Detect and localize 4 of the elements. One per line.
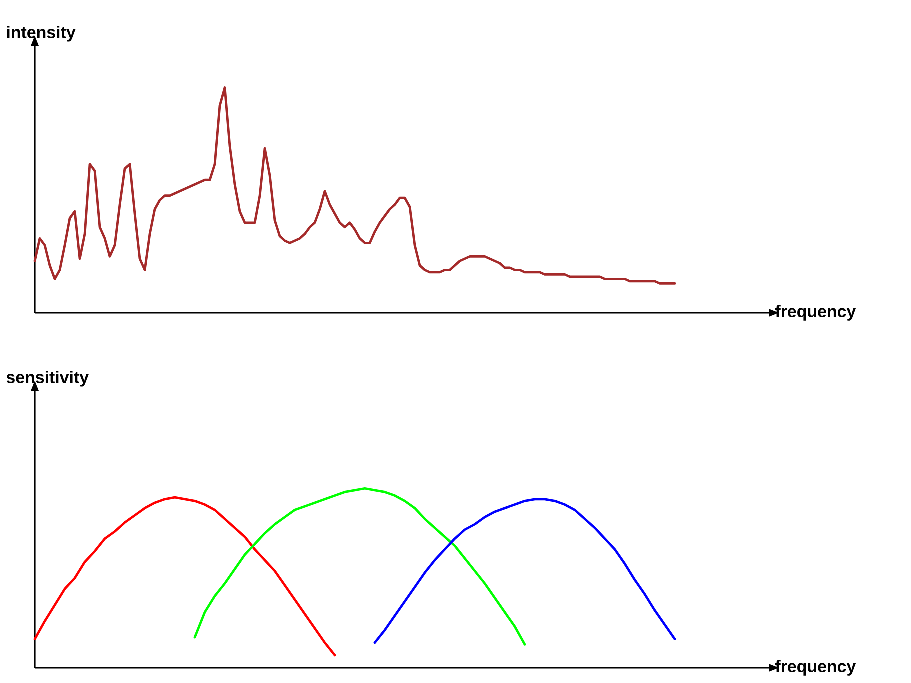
x-axis-title: frequency	[776, 660, 856, 676]
x-axis-title: frequency	[776, 305, 856, 321]
y-axis-title: sensitivity	[6, 371, 89, 387]
y-axis-title: intensity	[7, 26, 76, 42]
